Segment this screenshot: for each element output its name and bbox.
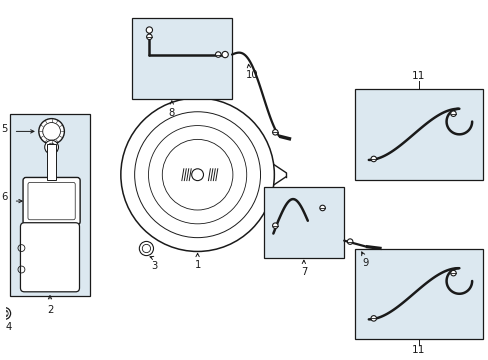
Text: 8: 8 <box>168 108 175 118</box>
Text: 9: 9 <box>362 258 368 268</box>
Circle shape <box>39 118 64 144</box>
FancyBboxPatch shape <box>23 177 80 225</box>
Bar <box>354 89 482 180</box>
Circle shape <box>370 156 376 162</box>
Circle shape <box>0 307 11 319</box>
Circle shape <box>319 205 325 211</box>
Bar <box>354 248 482 339</box>
Text: 11: 11 <box>411 71 425 81</box>
Circle shape <box>450 111 455 116</box>
Text: 6: 6 <box>1 192 8 202</box>
Circle shape <box>346 239 352 244</box>
Circle shape <box>272 223 278 229</box>
Circle shape <box>370 316 376 321</box>
Circle shape <box>272 130 278 135</box>
Text: 11: 11 <box>411 345 425 355</box>
Bar <box>10 114 90 296</box>
FancyBboxPatch shape <box>20 223 80 292</box>
Circle shape <box>146 34 152 40</box>
Circle shape <box>191 169 203 181</box>
Text: 1: 1 <box>194 260 201 270</box>
Text: 2: 2 <box>47 305 53 315</box>
Text: 7: 7 <box>300 267 306 277</box>
Circle shape <box>139 242 153 256</box>
Bar <box>131 18 232 99</box>
Text: 10: 10 <box>245 70 258 80</box>
Circle shape <box>215 52 221 57</box>
Circle shape <box>450 270 455 276</box>
Circle shape <box>146 27 152 33</box>
Circle shape <box>44 140 59 154</box>
Text: 3: 3 <box>151 261 157 271</box>
Bar <box>263 188 344 258</box>
Text: 5: 5 <box>1 125 8 134</box>
Bar <box>47 144 56 180</box>
Circle shape <box>121 98 274 251</box>
Circle shape <box>222 51 228 58</box>
Text: 4: 4 <box>5 322 12 332</box>
